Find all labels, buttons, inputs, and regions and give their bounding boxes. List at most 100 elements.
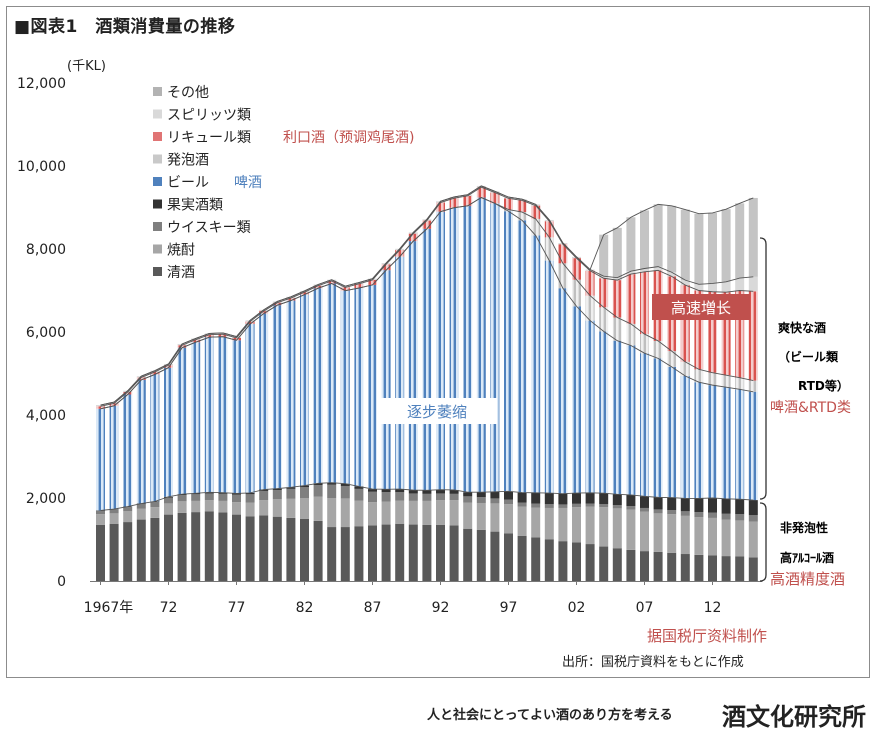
segment-焼酎 xyxy=(368,502,377,525)
segment-発泡酒 xyxy=(545,237,554,260)
segment-果実酒類 xyxy=(626,495,635,506)
segment-発泡酒 xyxy=(599,307,608,331)
segment-清酒 xyxy=(613,548,622,581)
segment-果実酒類 xyxy=(572,493,581,504)
segment-清酒 xyxy=(722,556,731,581)
segment-ウイスキー類 xyxy=(341,486,350,498)
y-tick-label: 8,000 xyxy=(26,242,66,258)
segment-ウイスキー類 xyxy=(450,494,459,500)
group-top-line1: 爽快な酒 xyxy=(778,320,826,335)
bar-2000 xyxy=(545,220,554,581)
segment-焼酎 xyxy=(694,517,703,555)
segment-ビール xyxy=(259,314,268,490)
segment-果実酒類 xyxy=(504,491,513,499)
bar-2006 xyxy=(626,217,635,581)
segment-ビール xyxy=(286,301,295,488)
segment-ビール xyxy=(178,348,187,494)
segment-焼酎 xyxy=(708,518,717,555)
segment-ビール xyxy=(694,382,703,498)
legend-label: 果実酒類 xyxy=(167,198,223,214)
segment-ウイスキー類 xyxy=(572,504,581,507)
segment-清酒 xyxy=(246,516,255,581)
segment-ビール xyxy=(382,270,391,489)
segment-清酒 xyxy=(749,557,758,581)
segment-ウイスキー類 xyxy=(205,493,214,500)
segment-ビール xyxy=(613,341,622,495)
segment-リキュール類 xyxy=(599,278,608,307)
segment-ウイスキー類 xyxy=(300,487,309,498)
bar-2008 xyxy=(654,204,663,581)
segment-焼酎 xyxy=(164,503,173,514)
y-tick-label: 6,000 xyxy=(26,325,66,341)
bar-2013 xyxy=(722,209,731,581)
segment-清酒 xyxy=(436,525,445,581)
segment-焼酎 xyxy=(341,498,350,527)
segment-焼酎 xyxy=(749,522,758,558)
segment-ウイスキー類 xyxy=(354,489,363,501)
segment-ウイスキー類 xyxy=(273,490,282,499)
segment-リキュール類 xyxy=(640,272,649,334)
segment-清酒 xyxy=(422,525,431,581)
segment-ビール xyxy=(314,288,323,483)
group-top-line3: RTD等） xyxy=(798,378,849,393)
rtd-growth-label: 高速増长 xyxy=(671,299,731,317)
segment-その他 xyxy=(694,214,703,285)
x-tick-label: 07 xyxy=(636,600,654,616)
segment-焼酎 xyxy=(436,500,445,525)
bar-2015 xyxy=(749,198,758,581)
segment-ビール xyxy=(436,212,445,490)
segment-清酒 xyxy=(191,512,200,581)
segment-清酒 xyxy=(110,524,119,581)
y-tick-label: 4,000 xyxy=(26,408,66,424)
segment-ウイスキー類 xyxy=(477,497,486,503)
segment-ウイスキー類 xyxy=(640,508,649,512)
segment-その他 xyxy=(654,204,663,266)
segment-清酒 xyxy=(654,552,663,581)
segment-ビール xyxy=(504,211,513,491)
segment-果実酒類 xyxy=(654,497,663,509)
segment-ビール xyxy=(586,321,595,493)
segment-ビール xyxy=(572,306,581,493)
segment-その他 xyxy=(613,228,622,278)
bar-1976 xyxy=(218,333,227,581)
segment-清酒 xyxy=(450,525,459,581)
legend-label: 発泡酒 xyxy=(167,153,209,169)
segment-焼酎 xyxy=(477,503,486,530)
segment-ウイスキー類 xyxy=(558,504,567,508)
legend-swatch xyxy=(153,132,162,141)
bar-1983 xyxy=(314,284,323,581)
bar-2005 xyxy=(613,228,622,581)
bar-1967 xyxy=(96,405,105,581)
segment-ビール xyxy=(422,229,431,490)
segment-清酒 xyxy=(518,536,527,581)
segment-果実酒類 xyxy=(422,490,431,494)
bar-1999 xyxy=(531,204,540,581)
group-bottom-label: 高ｱﾙｺｰﾙ酒 xyxy=(780,550,834,565)
segment-ビール xyxy=(96,409,105,511)
segment-ビール xyxy=(490,203,499,491)
segment-ビール xyxy=(545,261,554,493)
segment-清酒 xyxy=(667,553,676,581)
bar-1973 xyxy=(178,344,187,581)
segment-焼酎 xyxy=(599,507,608,546)
x-tick-label: 92 xyxy=(432,600,450,616)
segment-ウイスキー類 xyxy=(395,492,404,500)
segment-ウイスキー類 xyxy=(722,514,731,520)
segment-焼酎 xyxy=(667,514,676,553)
segment-ウイスキー類 xyxy=(613,505,622,508)
segment-ビール xyxy=(368,285,377,489)
segment-焼酎 xyxy=(558,508,567,541)
legend-swatch xyxy=(153,155,162,164)
segment-ビール xyxy=(667,367,676,498)
legend-swatch xyxy=(153,110,162,119)
legend-swatch xyxy=(153,177,162,186)
segment-ビール xyxy=(450,208,459,490)
bar-1972 xyxy=(164,364,173,581)
segment-清酒 xyxy=(273,517,282,581)
segment-ウイスキー類 xyxy=(96,511,105,514)
segment-焼酎 xyxy=(205,500,214,511)
segment-ウイスキー類 xyxy=(382,492,391,502)
bar-1969 xyxy=(123,391,132,581)
segment-焼酎 xyxy=(286,499,295,518)
